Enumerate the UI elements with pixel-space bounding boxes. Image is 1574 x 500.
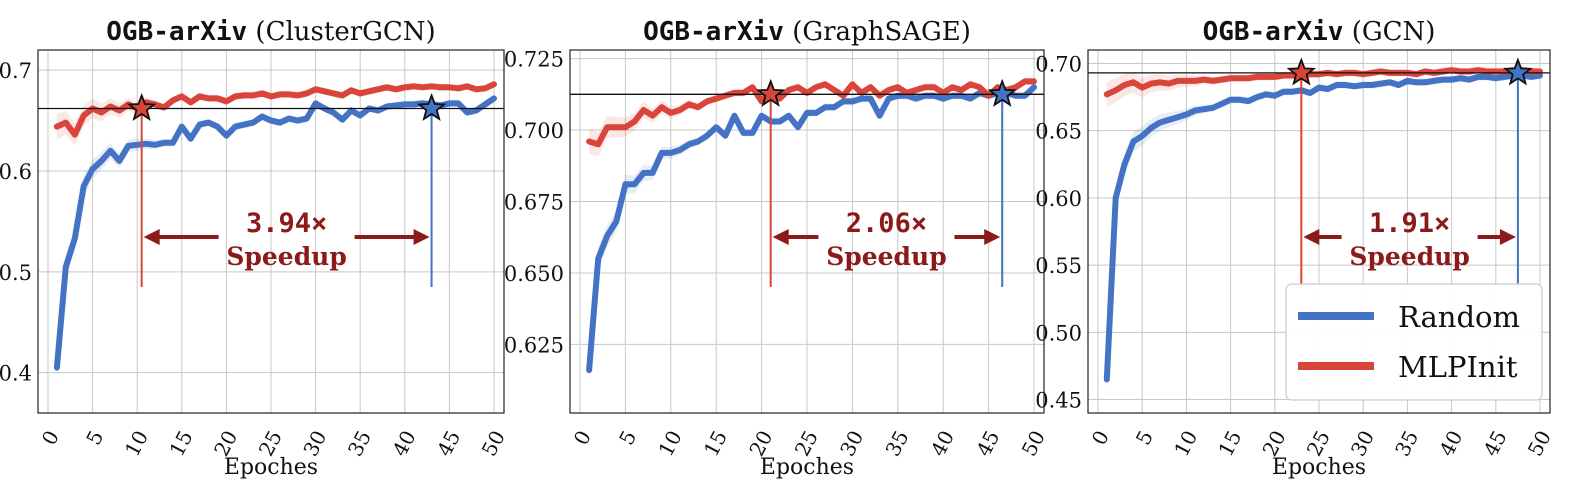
- arrow-head-left: [143, 229, 160, 245]
- chart-title-dataset: OGB-arXiv: [1203, 17, 1344, 47]
- y-tick-label: 0.5: [0, 261, 32, 285]
- x-tick-label: 5: [1131, 426, 1158, 449]
- x-tick-label: 50: [1523, 426, 1556, 460]
- x-tick-label: 15: [1213, 426, 1246, 460]
- x-axis-label: Epoches: [760, 455, 854, 480]
- star-random: [987, 78, 1018, 107]
- star-mlpinit: [1286, 57, 1317, 86]
- x-tick-label: 35: [343, 426, 376, 460]
- star-random: [416, 92, 447, 122]
- speedup-word: Speedup: [1349, 242, 1469, 271]
- y-tick-label: 0.625: [504, 333, 564, 357]
- series-line-random: [586, 84, 1037, 374]
- x-tick-label: 15: [164, 426, 197, 460]
- x-tick-label: 45: [971, 426, 1004, 460]
- chart-title-dataset: OGB-arXiv: [106, 17, 247, 47]
- x-tick-label: 0: [569, 426, 596, 449]
- x-tick-label: 5: [81, 426, 108, 449]
- star-random: [1503, 57, 1533, 86]
- chart-title-model: (ClusterGCN): [247, 17, 436, 47]
- x-tick-label: 45: [1478, 426, 1511, 460]
- y-tick-label: 0.70: [1035, 52, 1082, 76]
- speedup-word: Speedup: [226, 242, 346, 271]
- x-tick-label: 35: [880, 426, 913, 460]
- legend-label-random: Random: [1398, 300, 1520, 334]
- y-tick-label: 0.65: [1035, 120, 1082, 144]
- speedup-value: 3.94×: [246, 208, 327, 239]
- speedup-arrow: [772, 229, 1001, 245]
- legend-label-mlpinit: MLPInit: [1398, 350, 1518, 384]
- chart-title-dataset: OGB-arXiv: [643, 17, 784, 47]
- arrow-head-left: [772, 229, 789, 245]
- series-line-mlpinit: [586, 78, 1037, 148]
- chart-panel-3: 1.91× Speedup 0.45 0.50 0.55 0.60 0.65 0.70 0 5 10…: [1035, 17, 1556, 480]
- y-tick-label: 0.50: [1035, 321, 1082, 345]
- chart-title-model: (GCN): [1343, 17, 1435, 47]
- plot-frame: [1087, 49, 1551, 414]
- series-line-random: [1103, 72, 1543, 383]
- chart-title: OGB-arXiv (GraphSAGE): [643, 17, 971, 47]
- arrow-head-left: [1303, 229, 1320, 245]
- speedup-value: 2.06×: [846, 208, 927, 239]
- x-tick-label: 5: [614, 426, 641, 449]
- x-tick-label: 45: [432, 426, 465, 460]
- series-line-mlpinit: [1103, 67, 1543, 98]
- chart-title: OGB-arXiv (ClusterGCN): [106, 17, 435, 47]
- arrow-head-right: [1499, 229, 1516, 245]
- y-tick-label: 0.700: [504, 119, 564, 143]
- arrow-head-right: [984, 229, 1001, 245]
- x-tick-label: 50: [1017, 426, 1050, 460]
- y-tick-label: 0.6: [0, 160, 32, 184]
- y-tick-label: 0.60: [1035, 187, 1082, 211]
- x-tick-label: 0: [1087, 426, 1114, 449]
- arrow-head-right: [413, 229, 430, 245]
- speedup-value: 1.91×: [1369, 208, 1450, 239]
- chart-title-model: (GraphSAGE): [784, 17, 971, 47]
- x-tick-label: 40: [387, 426, 420, 460]
- x-tick-label: 0: [37, 426, 64, 449]
- star-mlpinit: [126, 92, 157, 122]
- y-tick-label: 0.55: [1035, 254, 1082, 278]
- y-tick-label: 0.4: [0, 362, 32, 386]
- plot-frame: [569, 49, 1045, 414]
- y-tick-label: 0.650: [504, 262, 564, 286]
- speedup-arrow: [143, 229, 430, 245]
- y-tick-label: 0.45: [1035, 389, 1082, 413]
- band-random: [589, 83, 1034, 383]
- x-tick-label: 50: [477, 426, 510, 460]
- x-tick-label: 15: [699, 426, 732, 460]
- x-tick-label: 40: [1434, 426, 1467, 460]
- x-tick-label: 10: [653, 426, 686, 460]
- x-tick-label: 10: [1169, 426, 1202, 460]
- series-group: [586, 77, 1037, 383]
- chart-title: OGB-arXiv (GCN): [1203, 17, 1436, 47]
- x-axis-label: Epoches: [224, 455, 318, 480]
- plot-frame: [37, 49, 505, 414]
- x-tick-label: 35: [1390, 426, 1423, 460]
- star-mlpinit: [755, 78, 786, 107]
- grid: [570, 50, 1044, 413]
- legend: Random MLPInit: [1285, 283, 1543, 401]
- speedup-word: Speedup: [826, 242, 946, 271]
- speedup-arrow: [1303, 229, 1516, 245]
- y-tick-label: 0.725: [504, 48, 564, 72]
- x-tick-label: 10: [120, 426, 153, 460]
- y-tick-label: 0.675: [504, 190, 564, 214]
- grid: [38, 50, 504, 413]
- series-group: [1103, 66, 1543, 393]
- x-axis-label: Epoches: [1272, 455, 1366, 480]
- x-tick-label: 40: [926, 426, 959, 460]
- y-tick-label: 0.7: [0, 59, 32, 83]
